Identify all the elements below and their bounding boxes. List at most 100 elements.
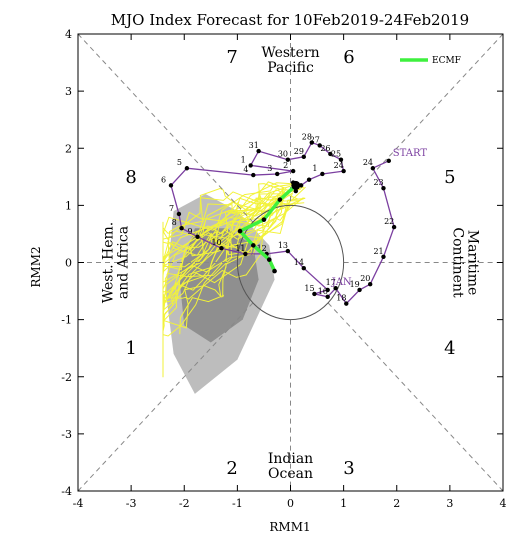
observed-point [344, 301, 349, 306]
observed-point-label: 10 [211, 238, 221, 247]
observed-point-label: 20 [360, 274, 370, 283]
observed-point-label: 15 [304, 284, 314, 293]
y-tick-label: -1 [61, 314, 72, 327]
x-tick-label: -2 [179, 497, 190, 510]
ensemble-members [162, 181, 306, 378]
unit-circle [236, 204, 345, 321]
observed-point [370, 166, 376, 171]
observed-point-label: 6 [161, 175, 166, 184]
observed-track: START24232221201918171615JAN141312111098… [161, 133, 427, 306]
observed-point [243, 251, 248, 257]
forecast-track [237, 180, 301, 274]
x-tick-label: 2 [393, 497, 400, 510]
observed-point [251, 172, 256, 178]
observed-point [328, 151, 333, 157]
observed-point [341, 168, 346, 174]
phase-label: 7 [226, 47, 237, 68]
observed-point [184, 166, 190, 171]
observed-point [386, 158, 391, 164]
y-tick-label: 3 [65, 85, 72, 98]
observed-point [219, 246, 224, 251]
observed-point [275, 171, 280, 177]
observed-point-label: 13 [278, 241, 288, 250]
observed-point-label: 9 [188, 227, 193, 236]
observed-point [325, 294, 330, 299]
observed-point-label: 2 [283, 161, 288, 170]
observed-point-label: 5 [177, 158, 182, 167]
observed-point [338, 157, 344, 162]
observed-point-label: 21 [373, 247, 383, 256]
ensemble-track [162, 182, 298, 324]
x-tick-label: 3 [446, 497, 453, 510]
x-tick-label: 1 [340, 497, 347, 510]
ensemble-track [162, 186, 305, 303]
observed-point [391, 224, 397, 230]
y-tick-label: 4 [65, 28, 72, 41]
x-tick-label: -3 [126, 497, 137, 510]
region-label-line: Maritime [464, 230, 480, 296]
diagonal-guide [327, 302, 504, 492]
observed-point [301, 266, 306, 271]
observed-point-label: 18 [336, 294, 346, 303]
observed-point [290, 168, 296, 174]
x-tick-label: -4 [73, 497, 84, 510]
observed-point-label: 1 [312, 164, 317, 173]
observed-point-label: 31 [249, 141, 259, 150]
observed-point-label: 1 [241, 155, 246, 164]
region-label-line: Ocean [268, 466, 313, 482]
observed-point [285, 248, 291, 254]
observed-point [309, 140, 314, 145]
y-tick-label: 2 [65, 142, 72, 155]
ensemble-track [162, 187, 285, 242]
observed-point-label: 26 [320, 144, 330, 153]
observed-point [293, 188, 299, 194]
diagonal-guide [77, 33, 254, 223]
observed-point [168, 183, 174, 188]
region-label-line: West. Hem. [101, 222, 117, 303]
diagonal-guide [77, 302, 254, 492]
observed-point [357, 287, 362, 293]
observed-point [306, 177, 312, 182]
observed-point-label: 28 [302, 133, 312, 142]
observed-point-label: 7 [169, 204, 174, 213]
observed-point-label: 4 [243, 165, 248, 174]
observed-point [195, 234, 200, 239]
observed-point-label: 30 [278, 150, 288, 159]
chart-title: MJO Index Forecast for 10Feb2019-24Feb20… [111, 11, 469, 29]
observed-point [325, 287, 330, 293]
observed-point [317, 143, 322, 148]
observed-point [248, 163, 253, 168]
forecast-point [237, 228, 243, 234]
forecast-point [277, 197, 283, 202]
forecast-point [266, 257, 272, 262]
region-label: West. Hem. and Africa [101, 222, 132, 303]
x-tick-label: 0 [287, 497, 294, 510]
phase-label: 5 [444, 167, 455, 188]
observed-point [176, 211, 182, 217]
observed-point-label: 19 [350, 280, 360, 289]
observed-point [301, 154, 306, 160]
observed-point-label: 24 [334, 161, 344, 170]
y-tick-label: -4 [61, 485, 72, 498]
region-label-line: Continent [449, 227, 465, 298]
observed-point [285, 157, 291, 162]
region-label-line: Indian [268, 451, 313, 467]
phase-label: 4 [444, 338, 455, 359]
observed-point-label: 11 [235, 244, 245, 253]
observed-point-label: 29 [294, 147, 304, 156]
observed-point-label: 24 [363, 158, 373, 167]
x-tick-label: -1 [232, 497, 243, 510]
ensemble-track [162, 192, 293, 364]
observed-point-label: 12 [257, 244, 267, 253]
y-tick-label: 0 [65, 257, 72, 270]
observed-point [381, 254, 386, 259]
observed-point-label: 22 [384, 217, 394, 226]
diagonal-guide [327, 33, 504, 223]
region-label-line: and Africa [116, 226, 132, 299]
phase-label: 6 [343, 47, 354, 68]
observed-point-label: 14 [294, 258, 304, 267]
